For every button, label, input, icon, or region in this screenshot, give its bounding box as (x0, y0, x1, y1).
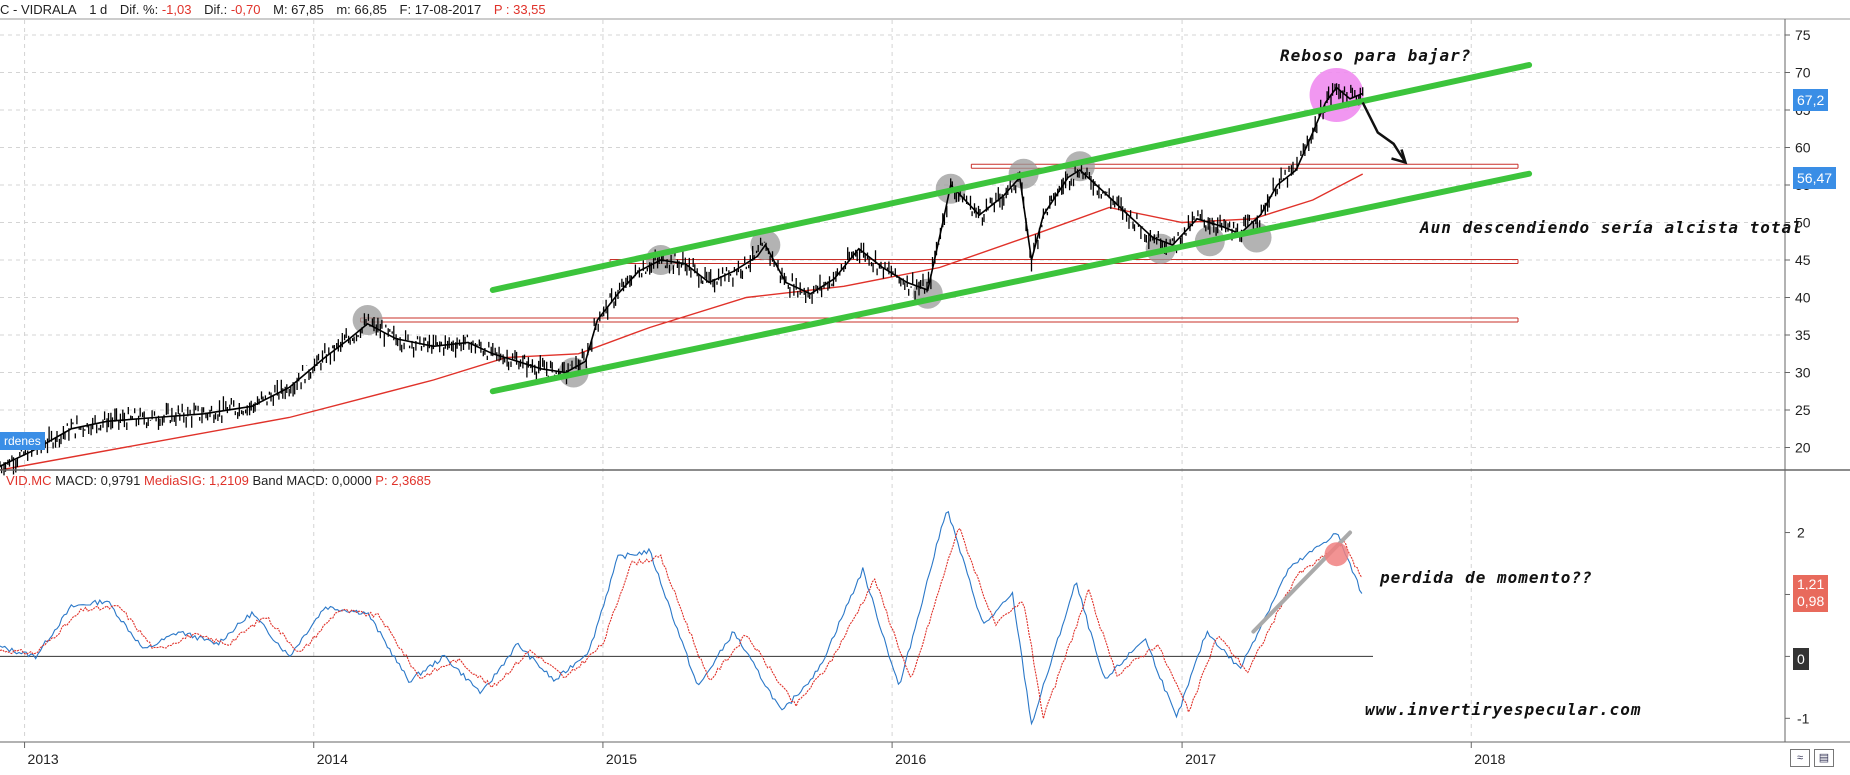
axes-layer: 2025303540455055606570752013201420152016… (0, 18, 1850, 767)
projection-arrow-head (1391, 149, 1408, 165)
annotation-website: www.invertiryespecular.com (1365, 700, 1642, 719)
macd-header-band: Band MACD: 0,0000 (252, 473, 372, 488)
price-tick-label: 25 (1795, 402, 1811, 418)
x-tick-label: 2015 (606, 751, 637, 767)
header-dif-label: Dif.: (204, 2, 228, 17)
orders-tab[interactable]: rdenes (0, 432, 45, 450)
macd-tick-label: -1 (1797, 710, 1810, 726)
header-dif-pct-label: Dif. %: (119, 2, 159, 17)
macd-highlight-marker (1324, 542, 1349, 567)
save-icon[interactable]: ▤ (1814, 749, 1834, 767)
toolbar-icons: ≈ ▤ (1790, 747, 1846, 769)
price-tick-label: 45 (1795, 252, 1811, 268)
header-period: 1 d (89, 2, 108, 17)
price-bars (0, 83, 1364, 476)
macd-header: VID.MC MACD: 0,9791 MediaSIG: 1,2109 Ban… (6, 471, 431, 490)
header-symbol: C - VIDRALA (0, 2, 77, 17)
price-grid (0, 20, 1785, 740)
series-layer (0, 83, 1364, 726)
macd-header-symbol: VID.MC (6, 473, 52, 488)
price-tag-ma-text: 56,47 (1797, 170, 1833, 186)
price-tag-last-text: 67,2 (1797, 92, 1825, 108)
macd-tag-signal: 1,21 (1793, 575, 1829, 593)
price-tick-label: 50 (1795, 215, 1811, 231)
macd-header-p: P: 2,3685 (375, 473, 431, 488)
header-date: F: 17-08-2017 (399, 2, 482, 17)
channel-upper-line (489, 62, 1533, 293)
price-tick-label: 75 (1795, 27, 1811, 43)
x-tick-label: 2016 (895, 751, 926, 767)
projection-arrow (1361, 101, 1407, 164)
header-min: m: 66,85 (336, 2, 387, 17)
signal-line (0, 527, 1363, 719)
price-tick-label: 60 (1795, 140, 1811, 156)
header-dif-pct-value: -1,03 (161, 2, 192, 17)
macd-line (0, 510, 1363, 726)
price-tick-label: 40 (1795, 290, 1811, 306)
price-tick-label: 20 (1795, 440, 1811, 456)
macd-header-sig: MediaSIG: 1,2109 (144, 473, 249, 488)
header-dif-value: -0,70 (230, 2, 261, 17)
annotation-macd: perdida de momento?? (1380, 568, 1593, 587)
x-tick-label: 2017 (1185, 751, 1216, 767)
x-tick-label: 2018 (1474, 751, 1505, 767)
price-line (0, 86, 1364, 468)
macd-tag-macd: 0,98 (1793, 590, 1829, 612)
price-tick-label: 70 (1795, 65, 1811, 81)
price-tick-label: 35 (1795, 327, 1811, 343)
macd-tag-signal-text: 1,21 (1797, 576, 1825, 592)
macd-header-macd: MACD: 0,9791 (55, 473, 141, 488)
price-tag-ma: 56,47 (1793, 167, 1837, 189)
header-p: P : 33,55 (493, 2, 546, 17)
macd-tag-zero-text: 0 (1797, 651, 1805, 667)
orders-tab-label: rdenes (4, 434, 41, 448)
overlay-layer (489, 62, 1533, 634)
price-levels (352, 68, 1519, 388)
price-tick-label: 30 (1795, 365, 1811, 381)
annotation-middle: Aun descendiendo sería alcista total (1420, 218, 1803, 237)
macd-tag-zero: 0 (1793, 648, 1809, 670)
header-max: M: 67,85 (273, 2, 324, 17)
x-tick-label: 2014 (317, 751, 348, 767)
macd-tick-label: 2 (1797, 525, 1805, 541)
annotation-top: Reboso para bajar? (1280, 46, 1472, 65)
x-tick-label: 2013 (28, 751, 59, 767)
channel-lower-line (489, 170, 1533, 395)
price-header: C - VIDRALA 1 d Dif. %: -1,03 Dif.: -0,7… (0, 0, 546, 19)
zoom-icon[interactable]: ≈ (1790, 749, 1810, 767)
price-tag-last: 67,2 (1793, 89, 1829, 111)
macd-tag-macd-text: 0,98 (1797, 593, 1825, 609)
